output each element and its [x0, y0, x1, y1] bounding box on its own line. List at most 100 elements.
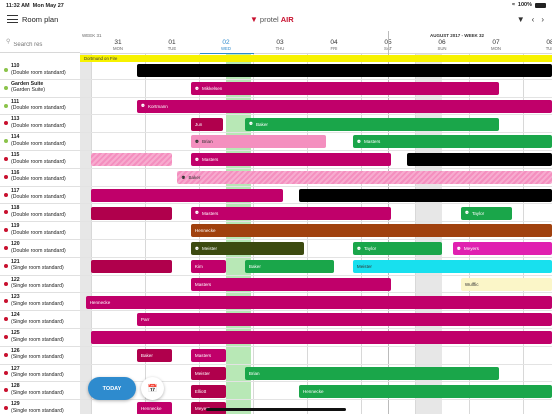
room-row[interactable]: 120 (Double room standard) — [0, 240, 80, 258]
row-divider — [80, 78, 552, 80]
reservation-bar[interactable]: Meister — [352, 260, 552, 273]
room-row[interactable]: 125 (Single room standard) — [0, 329, 80, 347]
room-type: (Double room standard) — [11, 158, 66, 165]
reservation-bar[interactable] — [298, 188, 552, 202]
housekeeping-status-dot — [4, 210, 8, 215]
event-banner[interactable]: Dortmund on Fire — [80, 55, 552, 62]
guest-name: Baker — [255, 121, 268, 127]
reservation-bar[interactable]: ⚉ Taylor — [460, 206, 513, 220]
reservation-bar[interactable]: Hennecke — [190, 224, 552, 238]
guest-name: Baker — [248, 264, 261, 269]
filter-icon[interactable]: ▼ — [516, 15, 525, 24]
room-row[interactable]: 119 (Double room standard) — [0, 222, 80, 240]
room-row[interactable]: 123 (Single room standard) — [0, 293, 80, 312]
guest-name: Kim — [194, 264, 203, 269]
housekeeping-status-dot — [4, 246, 8, 250]
guest-name: Baker — [188, 175, 201, 180]
day-divider — [145, 54, 146, 414]
room-row[interactable]: 124 (Single room standard) — [0, 311, 80, 329]
room-number: 121 (Single room standard) — [11, 258, 64, 272]
room-row[interactable]: 127 (Single room standard) — [0, 365, 80, 383]
room-type: (Double room standard) — [11, 105, 66, 112]
row-divider — [80, 345, 552, 347]
reservation-bar[interactable]: ⚉ Baker — [244, 117, 499, 131]
room-row[interactable]: 121 (Single room standard) — [0, 258, 80, 276]
day-of-week: SAT — [361, 46, 415, 51]
reservation-bar[interactable] — [91, 260, 172, 273]
guest-name: Meister — [194, 370, 210, 376]
week-label-current: WEEK 31 — [82, 33, 102, 38]
housekeeping-status-dot — [4, 370, 8, 375]
reservation-bar[interactable]: Hennecke — [85, 295, 552, 309]
reservation-bar[interactable]: ⚉ Mikkelsen — [190, 82, 499, 95]
reservation-bar[interactable] — [136, 64, 552, 78]
reservation-bar[interactable]: ⚉ Baker — [177, 171, 552, 184]
today-button[interactable]: TODAY — [88, 377, 136, 400]
room-row[interactable]: 116 (Double room standard) — [0, 169, 80, 187]
reservation-bar[interactable]: Hennecke — [136, 402, 172, 414]
reservation-bar[interactable]: Masters — [190, 349, 226, 362]
reservation-bar[interactable]: ⚉ Kortmann — [136, 99, 552, 113]
room-row[interactable]: 111 (Double room standard) — [0, 98, 80, 116]
chevron-right-icon[interactable]: › — [541, 15, 544, 24]
guest-name: Kortmann — [147, 103, 168, 109]
day-header-03: 03 THU — [253, 39, 307, 51]
reservation-bar[interactable]: Kim — [190, 260, 226, 273]
reservation-bar[interactable]: ⚉ Masters — [352, 135, 552, 149]
room-row[interactable]: 110 (Double room standard) — [0, 62, 80, 80]
reservation-bar[interactable]: Meister — [190, 366, 226, 380]
room-row[interactable]: 115 (Double room standard) — [0, 151, 80, 169]
room-row[interactable]: 126 (Single room standard) — [0, 347, 80, 365]
home-indicator — [206, 408, 346, 411]
day-number: 01 — [168, 39, 176, 46]
reservation-bar[interactable]: ⚉ Taylor — [352, 242, 442, 256]
reservation-bar[interactable]: Brian — [244, 366, 499, 380]
group-icon: ⚉ — [194, 245, 199, 251]
week-divider — [388, 31, 389, 414]
room-number: 114 (Double room standard) — [11, 134, 66, 147]
day-number: 02 — [222, 39, 230, 46]
reservation-bar[interactable]: Parr — [136, 313, 552, 327]
search-box[interactable]: ⚲ — [0, 31, 80, 53]
reservation-bar[interactable]: ⚉ Masters — [190, 206, 391, 220]
housekeeping-status-dot — [4, 192, 8, 197]
reservation-bar[interactable]: Baker — [136, 349, 172, 362]
room-row[interactable]: 122 (Single room standard) — [0, 276, 80, 294]
day-header-08: 08TUE — [523, 39, 552, 51]
reservation-bar[interactable]: ⚉ Brian — [190, 135, 326, 149]
reservation-bar[interactable] — [91, 153, 172, 167]
room-row[interactable]: 128 (Single room standard) — [0, 382, 80, 401]
calendar-icon[interactable]: 📅 — [141, 377, 164, 400]
reservation-bar[interactable]: ⚉ Meister — [190, 242, 305, 256]
reservation-bar[interactable] — [91, 188, 283, 202]
row-divider — [80, 221, 552, 223]
day-number: 06 — [438, 39, 446, 46]
reservation-bar[interactable]: Masters — [190, 277, 391, 291]
chevron-left-icon[interactable]: ‹ — [531, 15, 535, 24]
room-row[interactable]: Garden Suite (Garden Suite) — [0, 80, 80, 98]
day-of-week: MON — [490, 46, 502, 51]
search-input[interactable] — [13, 38, 74, 52]
guest-name: Taylor — [363, 246, 377, 252]
room-row[interactable]: 114 (Double room standard) — [0, 133, 80, 151]
group-icon: ⚉ — [140, 103, 145, 109]
reservation-bar[interactable]: ⚉ Masters — [190, 153, 391, 167]
room-row[interactable]: 117 (Double room standard) — [0, 187, 80, 205]
room-row[interactable]: 129 (Single room standard) — [0, 400, 80, 414]
reservation-bar[interactable]: Baker — [244, 260, 334, 273]
reservation-bar[interactable]: Elliott — [190, 384, 226, 398]
room-row[interactable]: 113 (Double room standard) — [0, 115, 80, 134]
housekeeping-status-dot — [4, 85, 8, 90]
room-row[interactable]: 118 (Double room standard) — [0, 204, 80, 223]
housekeeping-status-dot — [4, 157, 8, 161]
reservation-bar[interactable]: Jun — [190, 117, 224, 131]
row-divider — [80, 150, 552, 151]
reservation-bar[interactable] — [406, 153, 552, 167]
reservation-bar[interactable]: Wulffic — [460, 277, 552, 291]
hamburger-menu-icon[interactable] — [7, 15, 18, 24]
housekeeping-status-dot — [4, 335, 8, 339]
reservation-bar[interactable] — [91, 331, 552, 345]
reservation-bar[interactable]: Hennecke — [298, 384, 552, 398]
reservation-bar[interactable] — [91, 206, 172, 220]
reservation-bar[interactable]: ⚉ Meyers — [452, 242, 552, 256]
